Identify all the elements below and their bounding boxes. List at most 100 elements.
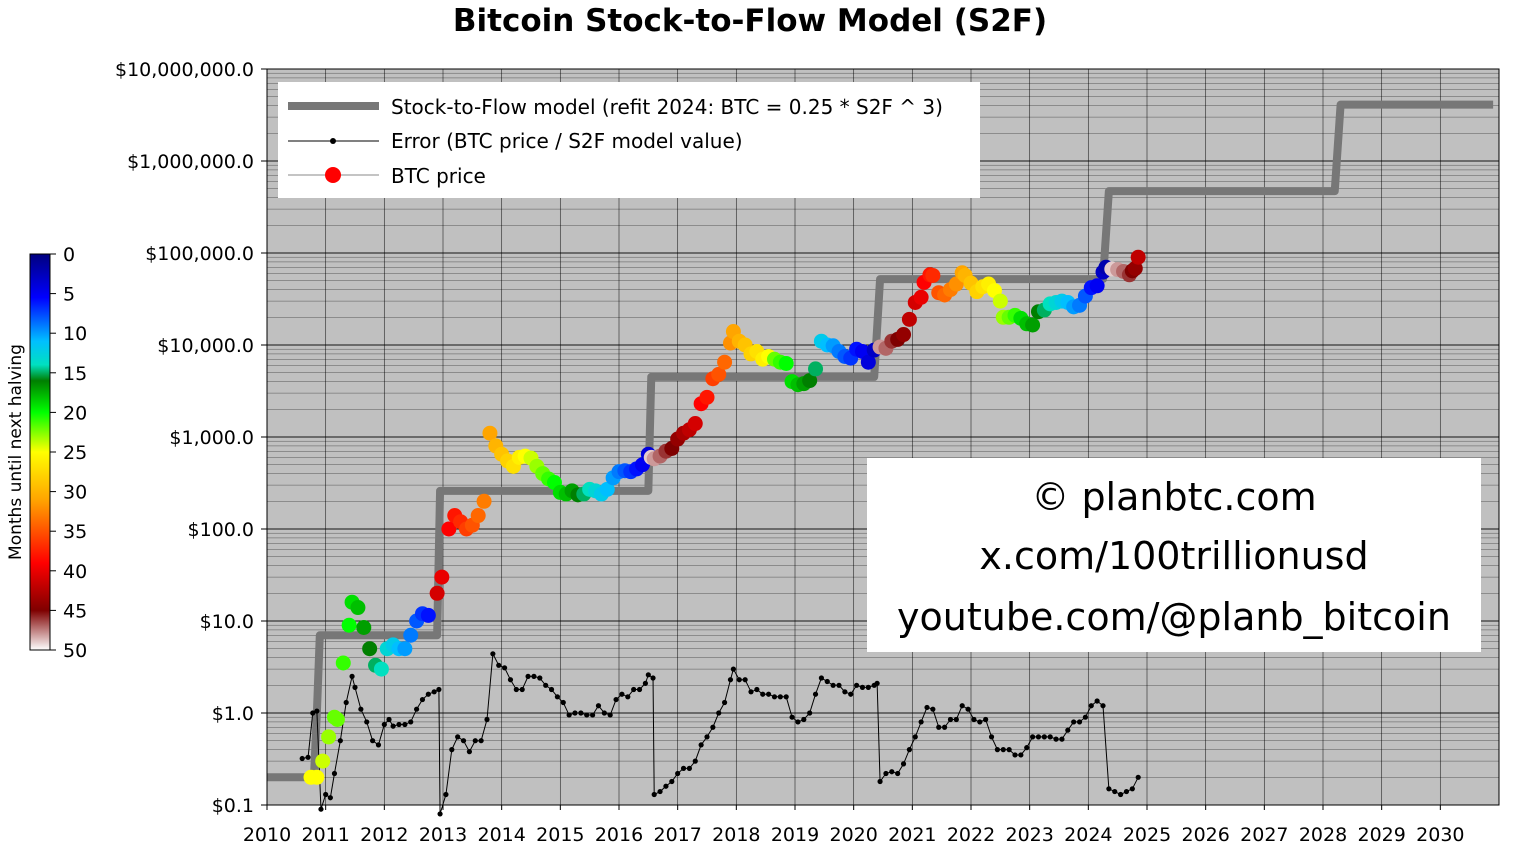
error-point: [953, 716, 959, 723]
error-point: [1000, 747, 1006, 753]
error-point: [710, 724, 716, 730]
error-point: [663, 783, 669, 789]
price-point: [711, 366, 727, 382]
error-point: [436, 686, 442, 693]
error-point: [543, 682, 549, 688]
price-point: [335, 655, 351, 671]
error-point: [1135, 774, 1141, 780]
x-tick-label: 2018: [712, 824, 760, 846]
error-point: [988, 734, 995, 740]
error-point: [507, 677, 514, 683]
error-point: [924, 704, 930, 711]
error-point: [1118, 791, 1124, 798]
x-tick-label: 2019: [771, 824, 819, 846]
error-point: [1082, 714, 1088, 720]
error-point: [472, 738, 478, 744]
price-point: [403, 627, 419, 643]
error-point: [1123, 788, 1130, 795]
error-point: [889, 769, 895, 775]
error-point: [874, 680, 880, 686]
error-point: [1094, 698, 1100, 704]
error-point: [299, 755, 305, 762]
colorbar-tick-label: 30: [63, 482, 87, 504]
x-axis: 2010 2011 2012 2013 2014 2015 2016 2017 2018 2019…: [243, 805, 1465, 846]
error-point: [642, 680, 649, 686]
error-point: [1065, 727, 1071, 733]
error-point: [1030, 734, 1036, 740]
error-point: [443, 791, 449, 798]
y-tick-label: $100,000.0: [145, 243, 254, 265]
price-point: [362, 641, 378, 657]
error-point: [402, 721, 408, 728]
price-point: [699, 389, 715, 405]
error-point: [531, 673, 537, 679]
x-tick-label: 2027: [1240, 824, 1288, 846]
error-point: [396, 721, 402, 728]
price-point: [309, 769, 325, 785]
y-tick-label: $10,000.0: [157, 335, 254, 357]
error-point: [865, 684, 871, 690]
x-tick-label: 2015: [536, 824, 584, 846]
colorbar-tick-label: 15: [63, 363, 87, 385]
price-point: [356, 619, 372, 635]
error-point: [437, 811, 443, 817]
error-point: [431, 689, 437, 695]
error-point: [789, 714, 795, 720]
error-point: [883, 770, 889, 777]
error-point: [625, 694, 631, 700]
chart-title: Bitcoin Stock-to-Flow Model (S2F): [453, 3, 1047, 39]
error-point: [496, 662, 502, 668]
error-point: [722, 699, 728, 706]
price-point: [441, 521, 457, 537]
error-point: [971, 716, 977, 723]
legend-price-marker: [325, 167, 341, 183]
colorbar-tick-label: 10: [63, 323, 87, 345]
error-point: [314, 708, 320, 714]
error-point: [748, 689, 754, 695]
error-point: [766, 691, 772, 697]
error-point: [942, 724, 948, 730]
y-tick-label: $10,000,000.0: [115, 59, 254, 81]
price-point: [599, 481, 615, 497]
error-point: [310, 710, 316, 716]
price-point: [925, 267, 941, 283]
x-tick-label: 2024: [1064, 824, 1112, 846]
error-point: [519, 686, 525, 693]
error-point: [754, 686, 760, 693]
x-tick-label: 2026: [1181, 824, 1229, 846]
colorbar-tick-label: 35: [63, 521, 87, 543]
colorbar-tick-label: 50: [63, 640, 87, 662]
y-tick-label: $1.0: [212, 703, 254, 725]
price-point: [315, 753, 331, 769]
error-point: [525, 673, 531, 679]
error-point: [854, 682, 860, 688]
error-point: [1071, 719, 1077, 725]
btc-price-series: [303, 249, 1146, 785]
error-point: [337, 738, 343, 744]
y-tick-label: $100.0: [188, 519, 254, 541]
x-tick-label: 2010: [243, 824, 291, 846]
error-point: [936, 724, 942, 730]
error-point: [455, 734, 461, 740]
x-tick-label: 2011: [301, 824, 349, 846]
legend-error-marker: [330, 138, 336, 144]
error-point: [771, 694, 778, 700]
error-point: [572, 710, 578, 716]
price-point: [687, 416, 703, 432]
error-point: [1024, 745, 1030, 751]
error-point: [318, 806, 324, 812]
error-point: [795, 719, 801, 725]
price-point: [397, 641, 413, 657]
error-point: [1076, 719, 1083, 725]
colorbar-tick-label: 5: [63, 284, 75, 306]
error-point: [859, 684, 866, 690]
error-point: [895, 770, 901, 777]
price-point: [896, 327, 912, 343]
error-point: [548, 686, 555, 693]
error-point: [578, 710, 584, 716]
error-point: [930, 706, 936, 712]
error-point: [777, 694, 783, 700]
price-point: [1025, 317, 1041, 333]
error-point: [651, 791, 657, 798]
